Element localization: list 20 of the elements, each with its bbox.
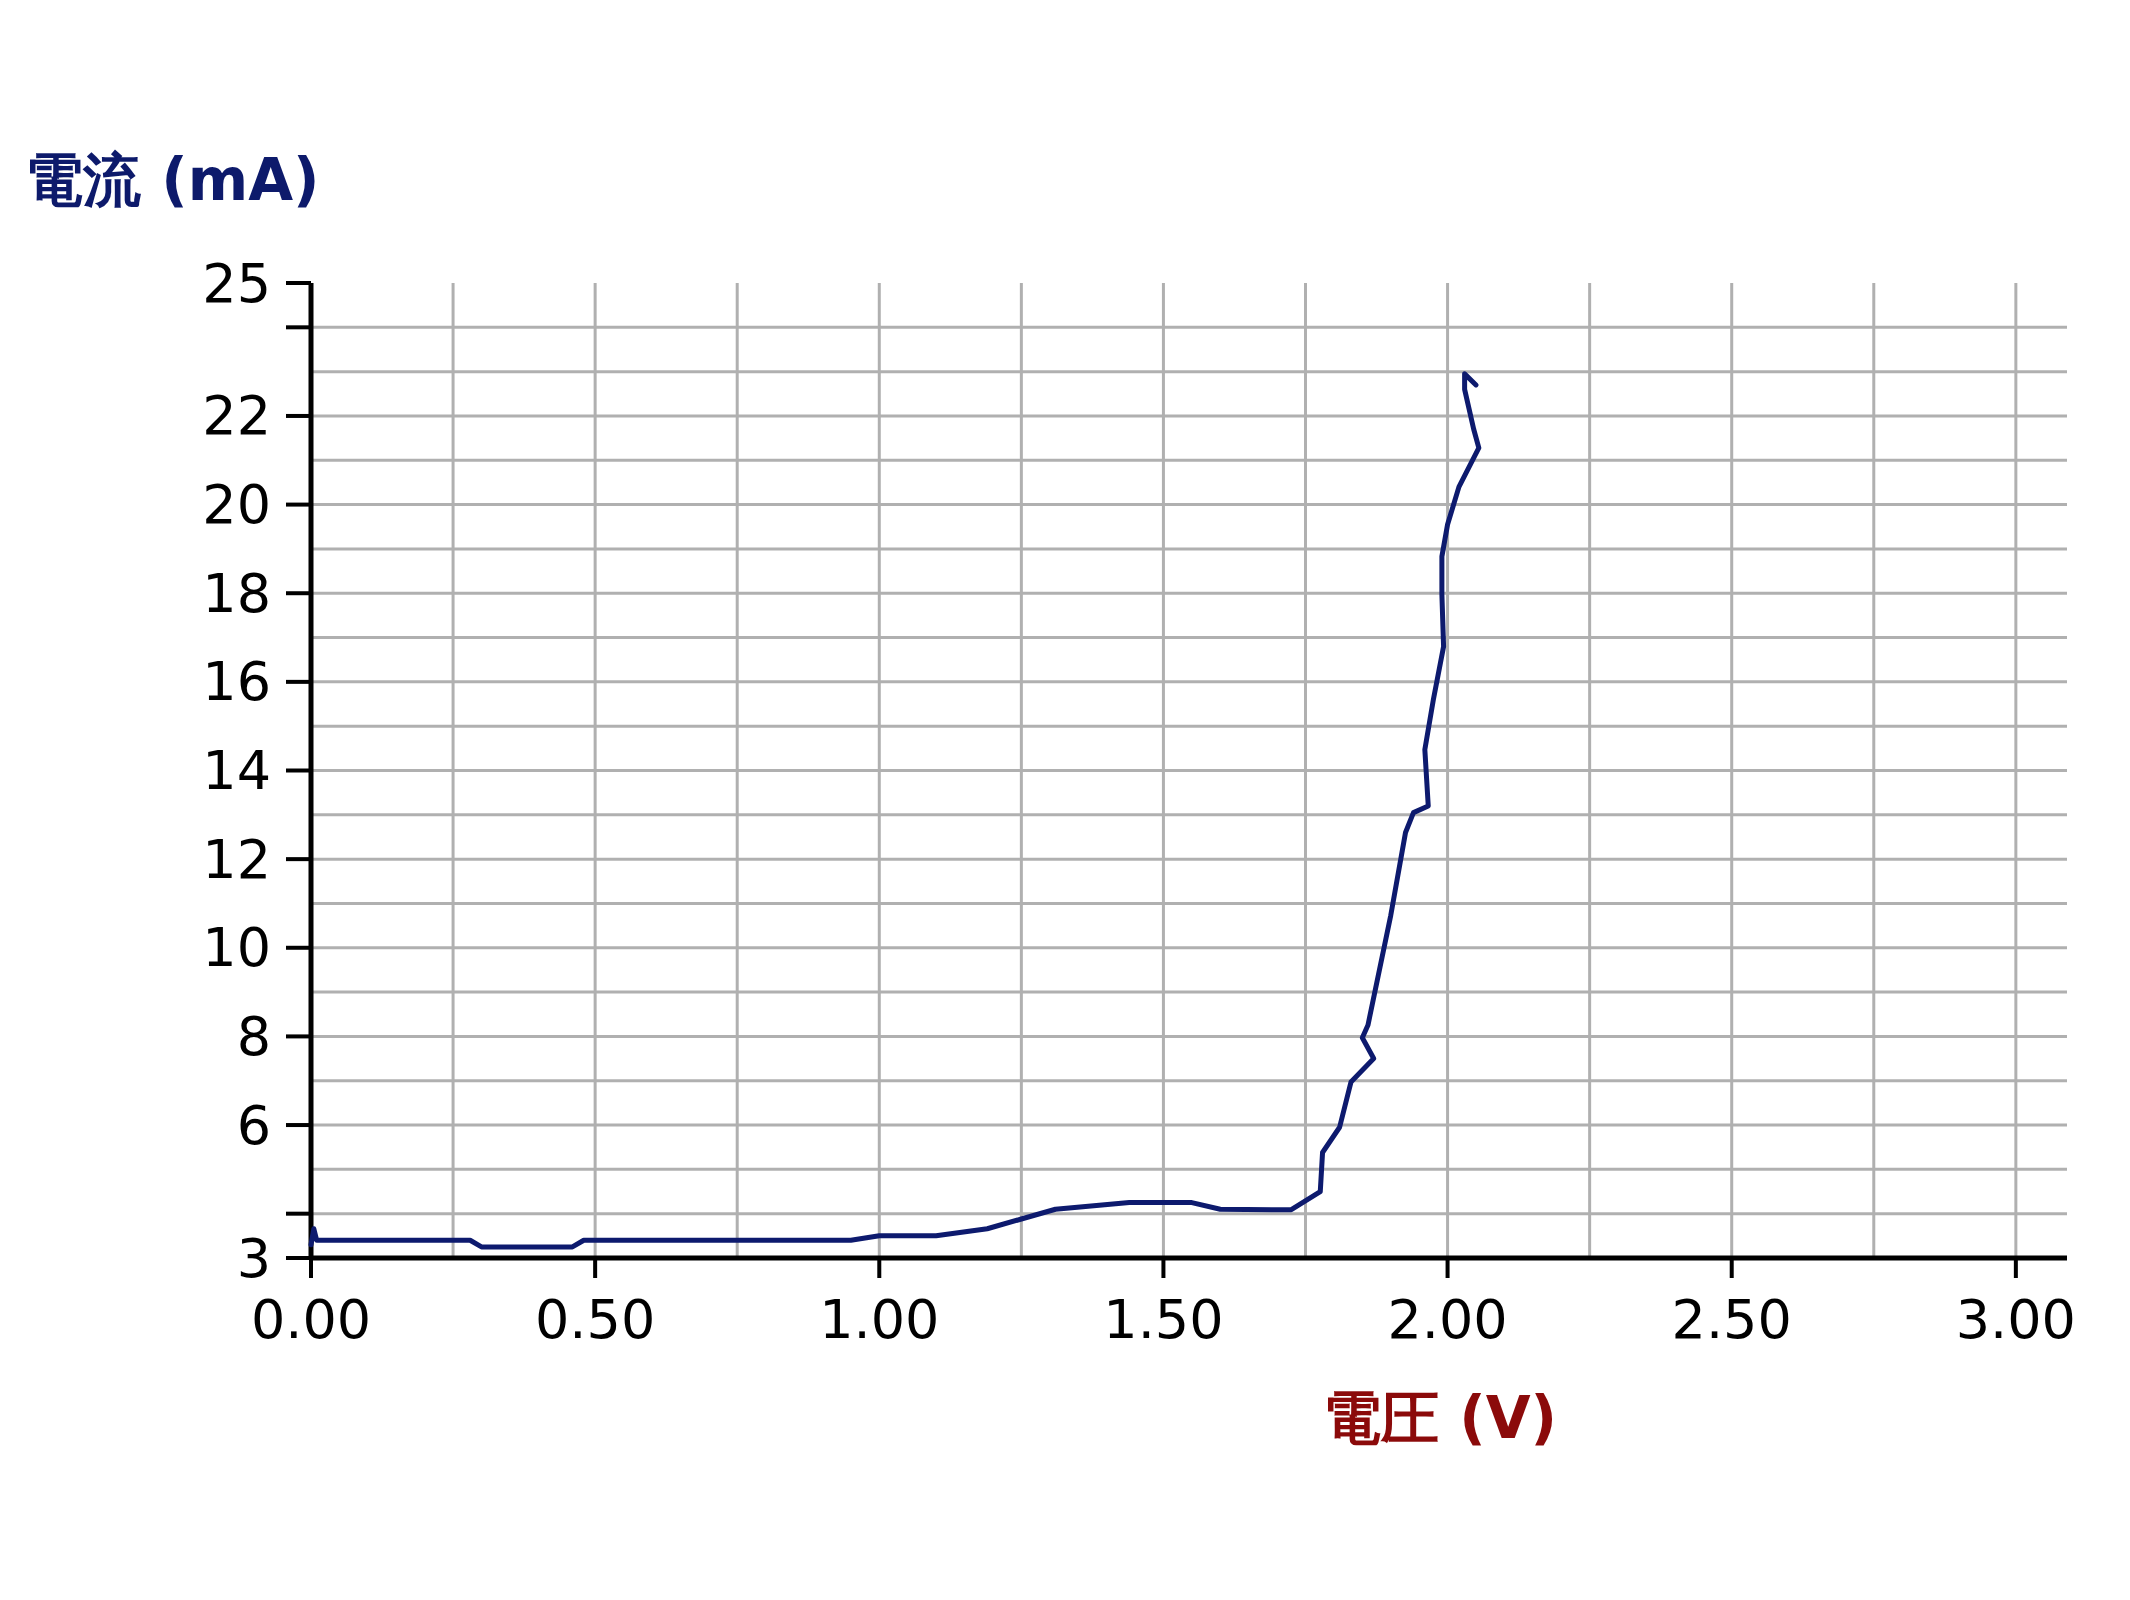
y-tick-label: 8 <box>236 1004 271 1068</box>
x-tick-label: 0.00 <box>250 1288 372 1351</box>
y-tick-label: 6 <box>236 1093 271 1157</box>
y-tick-label: 16 <box>202 650 271 714</box>
y-tick-label: 22 <box>202 384 271 448</box>
y-tick-label: 3 <box>236 1226 271 1290</box>
y-tick-label: 12 <box>202 827 271 891</box>
x-tick-label: 2.00 <box>1387 1288 1508 1351</box>
x-tick-label: 2.50 <box>1671 1288 1792 1351</box>
x-tick-label: 1.50 <box>1103 1288 1224 1351</box>
y-tick-label: 18 <box>202 561 271 625</box>
y-tick-label: 10 <box>202 916 271 980</box>
x-tick-label: 1.00 <box>819 1288 940 1351</box>
x-tick-label: 3.00 <box>1955 1288 2076 1351</box>
x-tick-label: 0.50 <box>535 1288 656 1351</box>
y-tick-label: 14 <box>202 739 271 802</box>
x-axis-title: 電圧 (V) <box>1322 1384 1558 1452</box>
y-axis-title: 電流 (mA) <box>25 146 320 214</box>
y-tick-label: 20 <box>202 473 271 537</box>
y-tick-label: 25 <box>202 251 271 315</box>
